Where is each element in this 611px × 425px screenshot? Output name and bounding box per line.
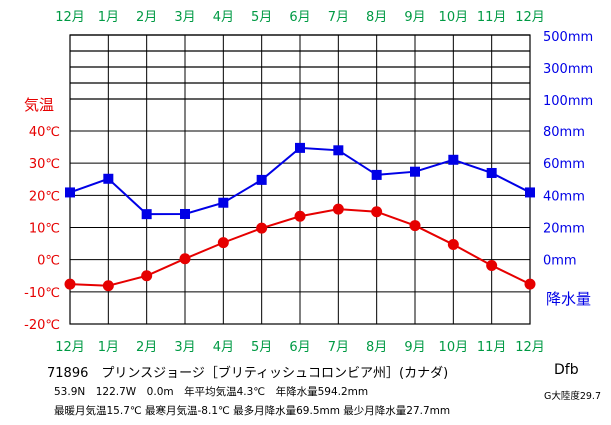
precipitation-point bbox=[525, 187, 535, 198]
month-label-bottom: 3月 bbox=[174, 340, 195, 355]
month-label-top: 5月 bbox=[251, 10, 272, 25]
precipitation-point bbox=[103, 173, 114, 184]
left-axis-tick: -10℃ bbox=[24, 286, 60, 301]
precipitation-point bbox=[218, 197, 229, 208]
precipitation-point bbox=[65, 187, 75, 198]
month-label-bottom: 2月 bbox=[136, 340, 157, 355]
month-label-top: 7月 bbox=[328, 10, 349, 25]
temperature-point bbox=[371, 206, 383, 218]
temperature-point bbox=[409, 220, 421, 232]
month-label-top: 4月 bbox=[213, 10, 234, 25]
left-axis-tick: 0℃ bbox=[37, 254, 60, 269]
right-axis-tick: 40mm bbox=[543, 189, 585, 204]
right-axis-tick: 0mm bbox=[543, 254, 577, 269]
month-label-top: 6月 bbox=[289, 10, 310, 25]
left-axis-tick: -20℃ bbox=[24, 318, 60, 333]
month-label-bottom: 11月 bbox=[477, 340, 507, 355]
month-label-bottom: 12月 bbox=[55, 340, 85, 355]
temperature-point bbox=[141, 270, 153, 282]
precipitation-point bbox=[295, 142, 305, 153]
precipitation-point bbox=[486, 167, 497, 178]
station-title: 71896 プリンスジョージ［ブリティッシュコロンビア州］(カナダ) bbox=[47, 366, 449, 381]
month-label-bottom: 7月 bbox=[328, 340, 349, 355]
right-axis-title: 降水量 bbox=[546, 290, 591, 308]
precipitation-point bbox=[180, 208, 190, 219]
temperature-point bbox=[294, 210, 306, 222]
month-label-bottom: 6月 bbox=[289, 340, 310, 355]
month-label-top: 1月 bbox=[98, 10, 119, 25]
right-axis-tick: 60mm bbox=[543, 157, 585, 172]
continentality-label: G大陸度29.7 bbox=[543, 391, 601, 402]
month-label-top: 12月 bbox=[55, 10, 85, 25]
month-label-top: 12月 bbox=[515, 10, 545, 25]
month-label-bottom: 1月 bbox=[98, 340, 119, 355]
chart-svg: 12月 12月 1月 1月 2月 2月 3月 3月 4月 4月 5月 5月 6月 6月 7月 7月 8月 8月 9月… bbox=[24, 10, 593, 355]
month-label-bottom: 10月 bbox=[439, 340, 469, 355]
left-axis-tick: 20℃ bbox=[29, 189, 60, 204]
month-label-bottom: 8月 bbox=[366, 340, 387, 355]
right-axis-tick: 20mm bbox=[543, 222, 585, 237]
left-axis-title: 気温 bbox=[24, 96, 54, 114]
temperature-point bbox=[179, 253, 191, 265]
temperature-point bbox=[486, 259, 498, 271]
precipitation-point bbox=[256, 174, 267, 185]
right-axis-tick-upper: 500mm bbox=[543, 30, 593, 45]
month-label-bottom: 5月 bbox=[251, 340, 272, 355]
climate-class-label: Dfb bbox=[554, 362, 579, 378]
plot-frame bbox=[69, 34, 531, 325]
station-extremes: 最暖月気温15.7℃ 最寒月気温-8.1℃ 最多月降水量69.5mm 最少月降水… bbox=[54, 405, 451, 417]
left-axis-tick: 10℃ bbox=[29, 222, 60, 237]
precipitation-point bbox=[410, 166, 420, 177]
month-label-top: 10月 bbox=[439, 10, 469, 25]
precipitation-point bbox=[371, 169, 382, 180]
temperature-point bbox=[64, 278, 76, 290]
precipitation-point bbox=[333, 145, 344, 156]
temperature-point bbox=[524, 278, 536, 290]
temperature-point bbox=[332, 203, 344, 215]
month-label-top: 2月 bbox=[136, 10, 157, 25]
right-axis-tick-upper: 100mm bbox=[543, 94, 593, 109]
temperature-point bbox=[447, 239, 459, 251]
right-axis-tick-upper: 300mm bbox=[543, 62, 593, 77]
station-summary: 53.9N 122.7W 0.0m 年平均気温4.3℃ 年降水量594.2mm bbox=[54, 386, 369, 398]
month-label-top: 9月 bbox=[404, 10, 425, 25]
month-label-top: 3月 bbox=[174, 10, 195, 25]
temperature-point bbox=[256, 222, 268, 234]
month-label-bottom: 12月 bbox=[515, 340, 545, 355]
month-label-bottom: 4月 bbox=[213, 340, 234, 355]
month-label-top: 11月 bbox=[477, 10, 507, 25]
precipitation-point bbox=[141, 209, 152, 220]
right-axis-tick: 80mm bbox=[543, 125, 585, 140]
month-label-top: 8月 bbox=[366, 10, 387, 25]
temperature-point bbox=[217, 237, 229, 249]
month-label-bottom: 9月 bbox=[404, 340, 425, 355]
temperature-point bbox=[102, 280, 114, 292]
left-axis-tick: 30℃ bbox=[29, 157, 60, 172]
precipitation-point bbox=[448, 154, 459, 165]
left-axis-tick: 40℃ bbox=[29, 125, 60, 140]
